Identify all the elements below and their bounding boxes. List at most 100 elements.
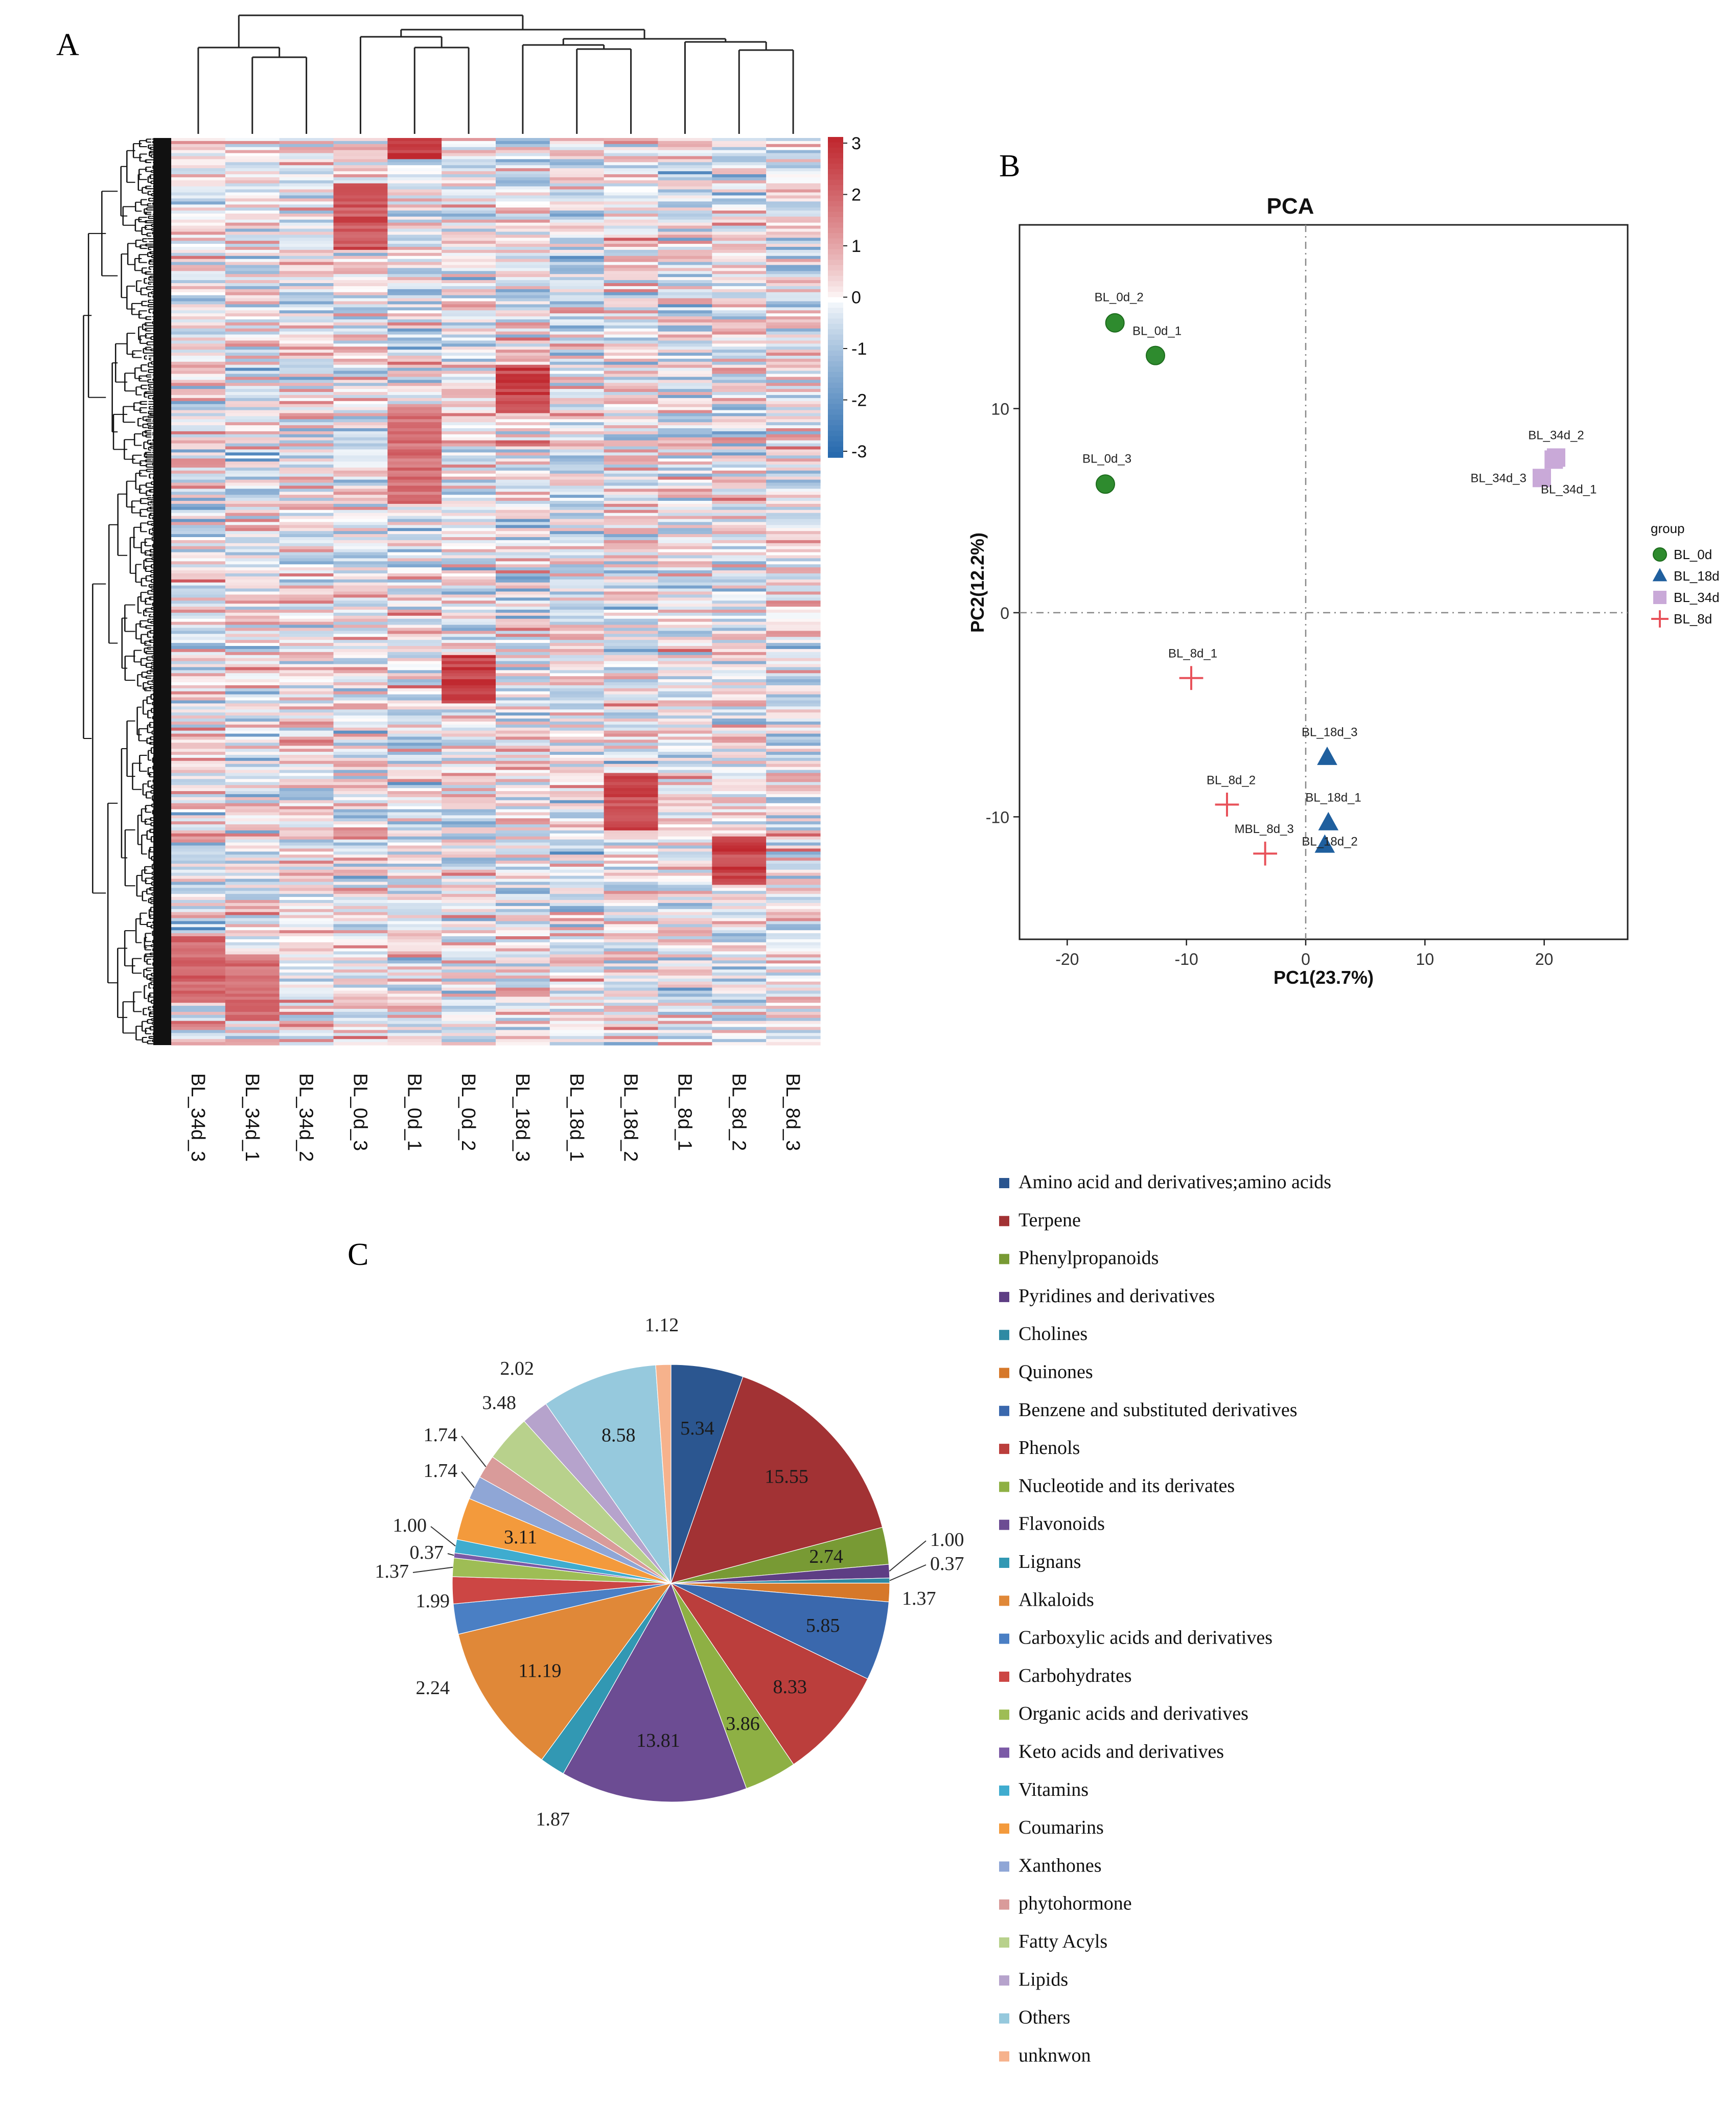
heatmap-cell — [549, 749, 605, 752]
heatmap-cell — [171, 244, 226, 247]
heatmap-cell — [225, 812, 280, 816]
heatmap-cell — [442, 755, 496, 758]
heatmap-cell — [225, 730, 280, 734]
heatmap-cell — [496, 446, 550, 450]
heatmap-cell — [333, 851, 388, 855]
heatmap-cell — [387, 610, 442, 613]
heatmap-cell — [712, 812, 767, 816]
heatmap-cell — [333, 543, 388, 547]
heatmap-cell — [604, 610, 659, 613]
heatmap-cell — [279, 479, 334, 483]
heatmap-cell — [604, 815, 659, 819]
heatmap-cell — [712, 848, 767, 852]
heatmap-cell — [387, 159, 442, 163]
heatmap-cell — [279, 316, 334, 320]
heatmap-cell — [712, 465, 767, 468]
heatmap-cell — [549, 492, 605, 495]
heatmap-cell — [442, 392, 496, 396]
heatmap-cell — [279, 757, 334, 761]
heatmap-cell — [549, 984, 605, 988]
heatmap-cell — [658, 144, 712, 148]
heatmap-cell — [549, 615, 605, 619]
heatmap-cell — [496, 948, 550, 952]
heatmap-cell — [442, 752, 496, 755]
heatmap-cell — [279, 721, 334, 725]
heatmap-cell — [658, 679, 712, 683]
heatmap-cell — [604, 295, 659, 299]
heatmap-cell — [387, 274, 442, 278]
heatmap-cell — [496, 301, 550, 305]
heatmap-cell — [333, 337, 388, 341]
heatmap-cell — [549, 259, 605, 263]
heatmap-cell — [225, 924, 280, 928]
heatmap-cell — [387, 909, 442, 913]
heatmap-cell — [712, 610, 767, 613]
heatmap-cell — [387, 851, 442, 855]
heatmap-cell — [658, 425, 712, 429]
heatmap-cell — [225, 249, 280, 253]
heatmap-cell — [496, 858, 550, 861]
heatmap-cell — [712, 546, 767, 550]
heatmap-cell — [549, 361, 605, 365]
heatmap-cell — [171, 262, 226, 266]
heatmap-cell — [442, 966, 496, 970]
heatmap-cell — [549, 304, 605, 308]
heatmap-cell — [549, 465, 605, 468]
heatmap-cell — [549, 274, 605, 278]
heatmap-cell — [549, 434, 605, 438]
heatmap-cell — [279, 990, 334, 995]
heatmap-cell — [549, 915, 605, 919]
heatmap-cell — [549, 162, 605, 166]
heatmap-cell — [387, 416, 442, 420]
heatmap-cell — [442, 249, 496, 253]
heatmap-cell — [333, 821, 388, 825]
heatmap-cell — [549, 866, 605, 870]
heatmap-cell — [333, 437, 388, 441]
heatmap-cell — [496, 942, 550, 946]
heatmap-cell — [658, 724, 712, 728]
heatmap-cell — [279, 755, 334, 758]
heatmap-cell — [604, 866, 659, 870]
heatmap-cell — [496, 286, 550, 290]
heatmap-cell — [496, 685, 550, 689]
heatmap-cell — [496, 607, 550, 610]
heatmap-cell — [225, 428, 280, 432]
heatmap-cell — [712, 192, 767, 196]
heatmap-cell — [171, 410, 226, 414]
heatmap-cell — [604, 640, 659, 643]
heatmap-cell — [225, 425, 280, 429]
heatmap-cell — [279, 604, 334, 607]
heatmap-cell — [549, 479, 605, 483]
heatmap-cell — [658, 259, 712, 263]
heatmap-cell — [225, 788, 280, 792]
heatmap-cell — [604, 358, 659, 362]
heatmap-cell — [712, 815, 767, 819]
heatmap-cell — [604, 482, 659, 487]
heatmap-cell — [658, 709, 712, 713]
heatmap-cell — [604, 625, 659, 629]
heatmap-cell — [279, 331, 334, 335]
heatmap-cell — [549, 416, 605, 420]
heatmap-cell — [712, 537, 767, 541]
heatmap-cell — [658, 216, 712, 220]
heatmap-cell — [225, 676, 280, 680]
heatmap-cell — [225, 216, 280, 220]
heatmap-cell — [442, 168, 496, 172]
heatmap-cell — [225, 685, 280, 689]
heatmap-cell — [171, 440, 226, 444]
heatmap-cell — [279, 425, 334, 429]
heatmap-cell — [442, 743, 496, 746]
heatmap-cell — [225, 945, 280, 949]
heatmap-cell — [496, 573, 550, 577]
heatmap-cell — [604, 286, 659, 290]
heatmap-cell — [279, 519, 334, 523]
heatmap-cell — [225, 470, 280, 474]
heatmap-cell — [171, 957, 226, 961]
heatmap-cell — [604, 600, 659, 604]
heatmap-cell — [171, 1027, 226, 1031]
heatmap-cell — [549, 621, 605, 626]
heatmap-cell — [333, 897, 388, 900]
heatmap-cell — [712, 361, 767, 365]
heatmap-cell — [387, 1006, 442, 1009]
heatmap-cell — [333, 313, 388, 317]
